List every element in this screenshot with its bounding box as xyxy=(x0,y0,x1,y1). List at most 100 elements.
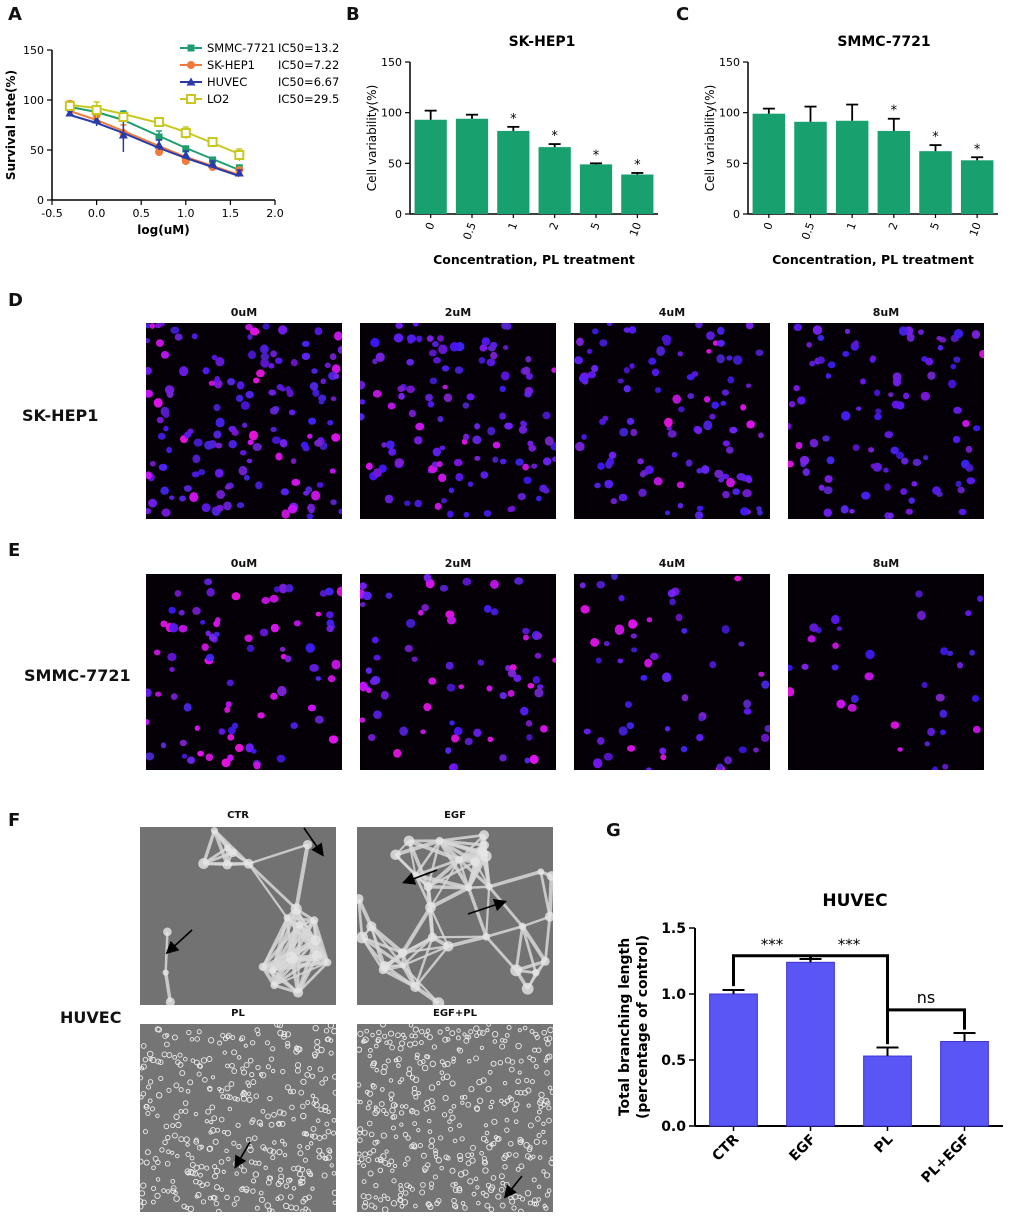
nucleus xyxy=(432,341,439,348)
b-bar xyxy=(579,164,613,214)
cell-dot xyxy=(321,1172,328,1179)
cell-dot xyxy=(204,1181,210,1187)
f-title-egf: EGF xyxy=(444,810,466,821)
cell-dot xyxy=(209,1104,216,1111)
cell-dot xyxy=(175,1059,181,1066)
c-y-tick-label: 50 xyxy=(726,157,740,170)
cell-dot xyxy=(535,1116,541,1122)
cell-dot xyxy=(291,1186,297,1191)
cell-dot xyxy=(402,1131,409,1138)
nucleus xyxy=(861,491,871,500)
cell-dot xyxy=(298,1089,305,1096)
nucleus xyxy=(492,441,501,449)
cell-dot xyxy=(196,1063,203,1069)
nucleus xyxy=(884,431,894,439)
a-y-label: Survival rate(%) xyxy=(4,70,18,180)
nucleus xyxy=(247,439,254,446)
g-bracket-main xyxy=(732,954,889,1045)
nucleus xyxy=(722,490,730,499)
a-point-lo2 xyxy=(118,112,129,122)
cell-dot xyxy=(299,1178,306,1186)
tube-node xyxy=(455,855,464,864)
cell-dot xyxy=(467,1178,474,1185)
cell-dot xyxy=(399,1040,406,1047)
nucleus xyxy=(551,367,556,373)
nucleus xyxy=(393,748,402,758)
cell-dot xyxy=(384,1111,389,1117)
cell-dot xyxy=(205,1108,212,1115)
nucleus xyxy=(426,335,434,342)
nucleus xyxy=(227,378,236,386)
nucleus xyxy=(236,502,245,509)
nucleus xyxy=(542,487,550,494)
cell-dot xyxy=(527,1155,533,1161)
cell-dot xyxy=(546,1053,553,1060)
cell-dot xyxy=(403,1190,409,1196)
a-x-tick-label: 1.5 xyxy=(222,207,240,220)
cell-dot xyxy=(311,1051,319,1058)
c-bar xyxy=(752,113,786,214)
nucleus xyxy=(268,389,277,396)
cell-dot xyxy=(537,1184,542,1189)
tube-node xyxy=(311,950,323,962)
nucleus xyxy=(395,323,404,329)
tube-segment xyxy=(402,936,434,967)
cell-dot xyxy=(451,1202,458,1209)
cell-dot xyxy=(272,1140,277,1145)
cell-dot xyxy=(488,1104,494,1110)
nucleus xyxy=(437,335,445,342)
cell-dot xyxy=(412,1076,420,1083)
panel-label-d: D xyxy=(8,290,23,311)
a-legend-name: SK-HEP1 xyxy=(207,58,255,72)
cell-dot xyxy=(270,1155,276,1161)
nucleus xyxy=(327,675,336,683)
g-y-tick-label: 1.5 xyxy=(661,921,686,937)
cell-dot xyxy=(398,1110,405,1116)
tube-node xyxy=(544,911,553,922)
nucleus xyxy=(691,371,699,377)
cell-dot xyxy=(224,1148,229,1154)
nucleus xyxy=(278,325,288,335)
cell-dot xyxy=(175,1153,180,1159)
nucleus xyxy=(338,508,342,515)
cell-dot xyxy=(413,1203,418,1209)
cell-dot xyxy=(306,1194,312,1201)
nucleus xyxy=(875,408,882,415)
nucleus xyxy=(522,366,531,375)
cell-dot xyxy=(480,1190,486,1196)
a-point-sk-hep1 xyxy=(155,148,164,156)
nucleus xyxy=(903,392,910,400)
cell-dot xyxy=(547,1085,553,1090)
cell-dot xyxy=(247,1057,254,1064)
tube-segment xyxy=(429,886,470,910)
nucleus xyxy=(160,486,169,495)
cell-dot xyxy=(289,1104,295,1111)
cell-dot xyxy=(283,1202,290,1210)
nucleus xyxy=(753,747,759,753)
cell-dot xyxy=(462,1169,469,1176)
cell-dot xyxy=(381,1193,387,1199)
nucleus xyxy=(326,625,334,633)
cell-dot xyxy=(287,1089,293,1095)
nucleus xyxy=(721,389,730,396)
cell-dot xyxy=(439,1070,445,1075)
f-title-pl: PL xyxy=(231,1008,245,1019)
cell-dot xyxy=(414,1110,420,1116)
cell-dot xyxy=(227,1094,233,1100)
cell-dot xyxy=(380,1132,387,1139)
nucleus xyxy=(586,348,593,355)
cell-dot xyxy=(370,1032,375,1038)
cell-dot xyxy=(178,1087,184,1093)
tube-segment xyxy=(514,926,524,971)
cell-dot xyxy=(148,1057,153,1062)
tube-node xyxy=(423,882,433,892)
tube-segment xyxy=(297,961,329,994)
nucleus xyxy=(204,440,214,450)
nucleus xyxy=(740,507,750,516)
cell-dot xyxy=(155,1092,163,1099)
nucleus xyxy=(610,498,618,505)
nucleus xyxy=(711,401,720,409)
nucleus xyxy=(194,725,200,731)
